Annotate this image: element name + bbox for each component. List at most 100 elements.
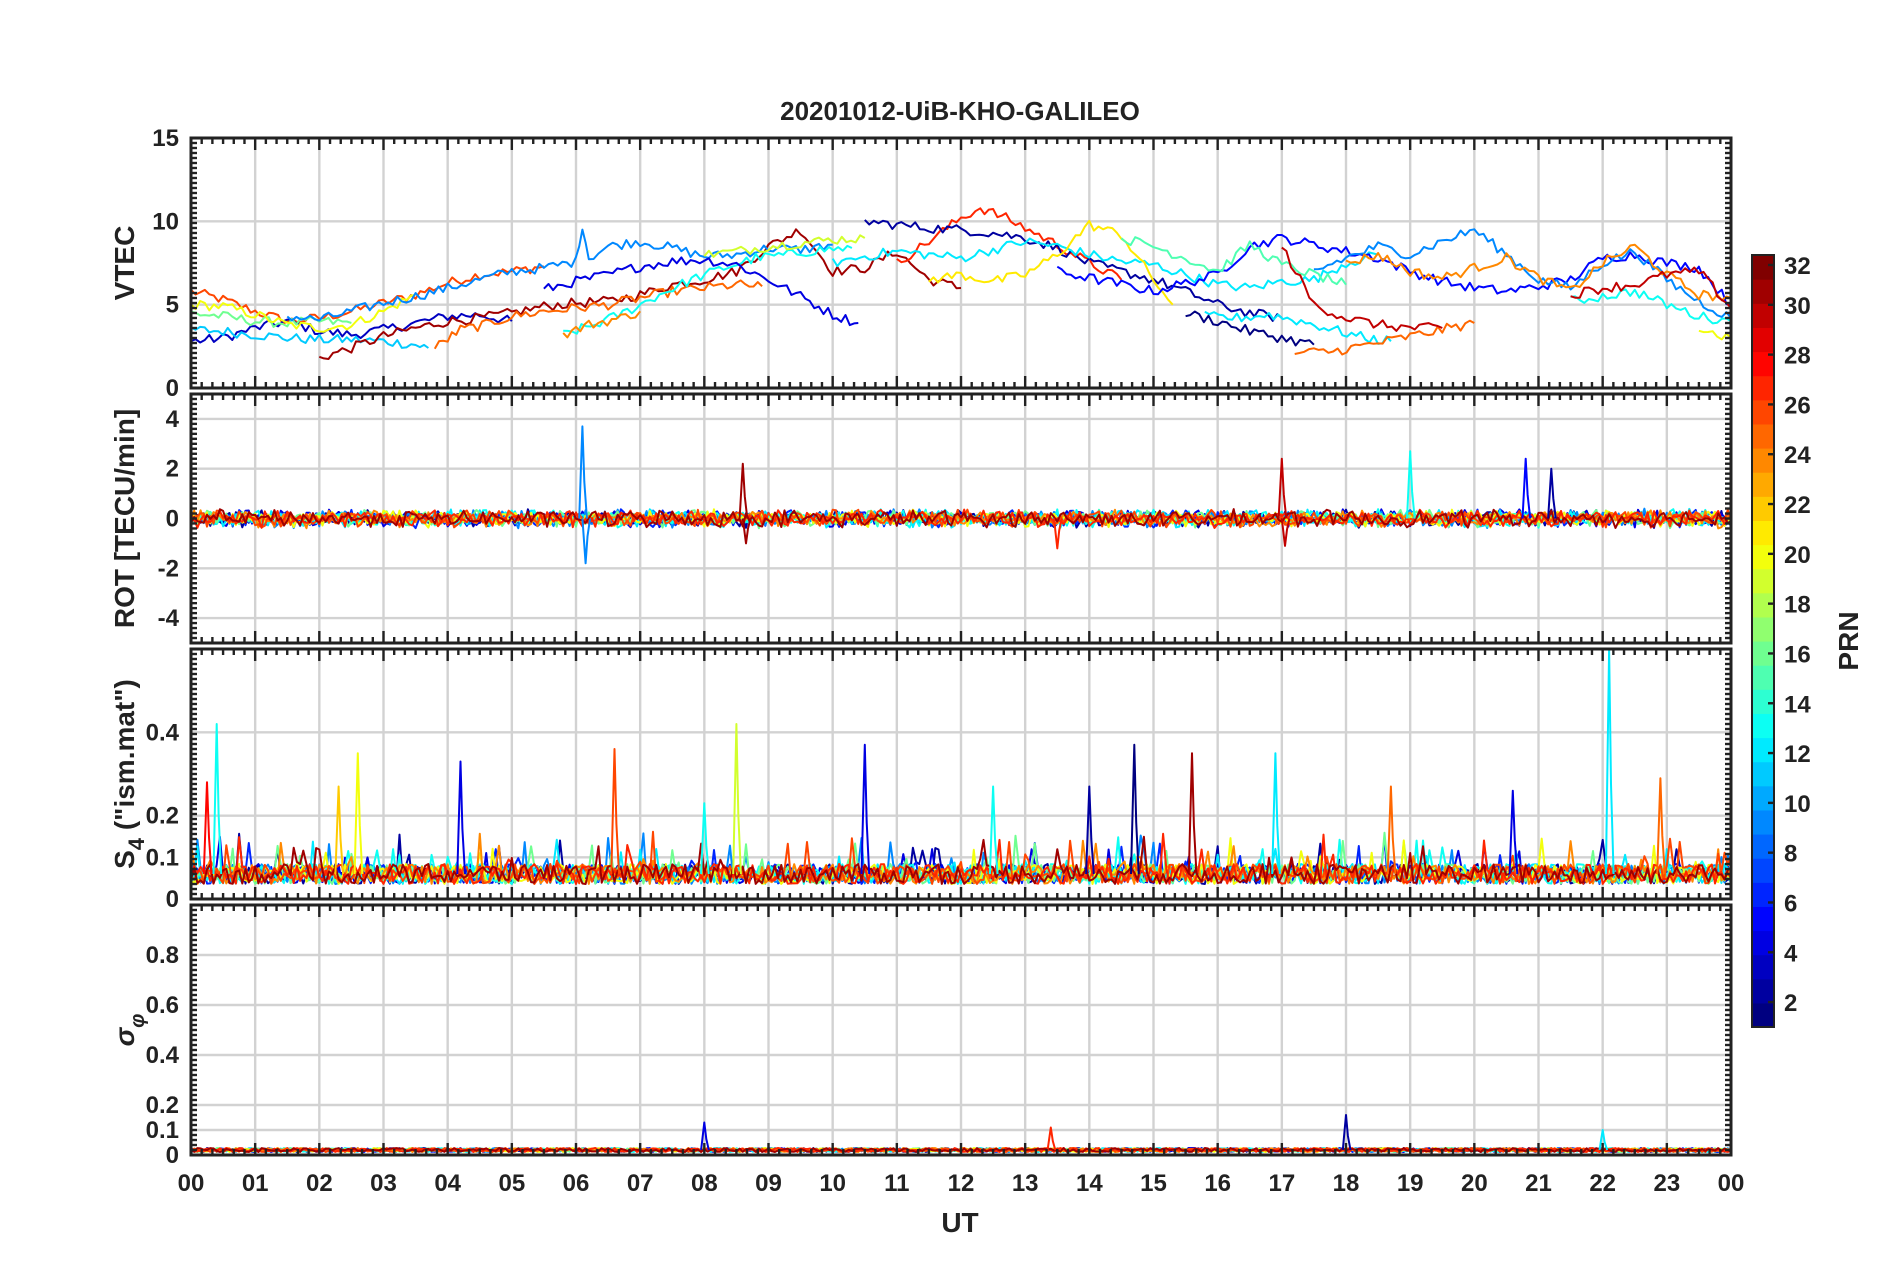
rot-series-prn-27: [191, 508, 1731, 529]
vtec-series-prn-25: [433, 279, 763, 350]
x-tick-label: 02: [306, 1170, 333, 1197]
x-tick-label: 19: [1397, 1170, 1424, 1197]
colorbar-tick-label: 26: [1784, 392, 1811, 419]
colorbar-swatch: [1752, 785, 1774, 811]
rot-spike: [1406, 450, 1416, 519]
sigma_phi-spike: [1598, 1129, 1609, 1151]
vtec-series-prn-30: [1570, 266, 1731, 309]
vtec-series-prn-4: [543, 256, 859, 327]
colorbar-swatch: [1752, 809, 1774, 835]
s4-spike: [1187, 752, 1198, 875]
colorbar-swatch: [1752, 448, 1774, 473]
colorbar-swatch: [1752, 375, 1774, 401]
colorbar-tick-label: 22: [1784, 492, 1811, 519]
s4-spike: [732, 723, 742, 875]
s4-spike: [1508, 789, 1519, 875]
colorbar-swatch: [1752, 834, 1774, 859]
vtec-series-prn-9: [1313, 228, 1731, 319]
vtec-series-prn-13: [563, 244, 853, 335]
series-group: [191, 649, 1731, 885]
y-axis-label-vtec: VTEC: [109, 226, 140, 301]
s4-spike: [700, 802, 710, 875]
y-tick-label: 0.4: [146, 1042, 180, 1069]
x-tick-label: 17: [1268, 1170, 1295, 1197]
x-tick-label: 06: [563, 1170, 590, 1197]
vtec-series-prn-27: [896, 207, 1123, 281]
colorbar-swatch: [1752, 544, 1774, 570]
colorbar-tick-label: 24: [1784, 442, 1811, 469]
colorbar-tick-label: 28: [1784, 343, 1811, 370]
y-tick-label: -4: [158, 605, 180, 632]
rot-series-prn-31: [191, 508, 1731, 529]
rot-spike: [1280, 518, 1291, 547]
vtec-series-prn-20: [191, 293, 416, 333]
colorbar-swatch: [1752, 592, 1774, 618]
colorbar-tick-label: 32: [1784, 253, 1811, 280]
s4-spike: [212, 723, 223, 875]
y-axis-label-sigma-phi: σφ: [109, 1014, 149, 1047]
colorbar-swatch: [1752, 761, 1774, 787]
x-tick-label: 20: [1461, 1170, 1488, 1197]
colorbar-label: PRN: [1833, 611, 1864, 670]
colorbar-tick-label: 10: [1784, 791, 1811, 818]
vtec-series-prn-31: [318, 228, 962, 360]
colorbar-swatch: [1752, 279, 1774, 304]
colorbar-tick-label: 18: [1784, 592, 1811, 619]
vtec-series-prn-12: [1204, 310, 1392, 345]
colorbar-swatch: [1752, 1002, 1774, 1028]
s4-spike: [1085, 785, 1095, 875]
x-tick-label: 05: [498, 1170, 525, 1197]
y-tick-label: 0.4: [146, 719, 180, 746]
x-tick-label: 13: [1012, 1170, 1039, 1197]
colorbar-tick-label: 2: [1784, 990, 1797, 1017]
colorbar-tick-label: 14: [1784, 691, 1811, 718]
s4-spike: [353, 752, 364, 875]
rot-series-prn-24: [191, 508, 1731, 530]
y-tick-label: 0.1: [146, 844, 179, 871]
y-tick-label: 10: [152, 208, 179, 235]
colorbar-swatch: [1752, 858, 1774, 883]
s4-spike: [1386, 785, 1397, 875]
s4-spike: [202, 781, 213, 875]
vtec-series-prn-21: [928, 219, 1174, 306]
x-tick-label: 08: [691, 1170, 718, 1197]
panel-rot: -4 -2 0 2 4 ROT [TECU/min]: [109, 392, 1733, 645]
y-tick-label: 0: [166, 506, 179, 533]
series-group: [191, 207, 1731, 360]
colorbar-tick-label: 16: [1784, 641, 1811, 668]
rot-spike: [1547, 467, 1557, 519]
y-tick-label: 0: [166, 375, 179, 402]
vtec-series-prn-13: [1570, 288, 1731, 325]
sigma_phi-spike: [1341, 1114, 1352, 1151]
colorbar-tick-label: 6: [1784, 890, 1797, 917]
y-axis-label-rot: ROT [TECU/min]: [109, 409, 140, 628]
s4-spike: [1604, 649, 1615, 875]
colorbar-swatch: [1752, 423, 1774, 449]
vtec-series-prn-20: [1698, 329, 1731, 341]
vtec-series-prn-30: [1281, 246, 1443, 332]
x-tick-label: 01: [242, 1170, 269, 1197]
colorbar-tick-label: 20: [1784, 542, 1811, 569]
colorbar-swatch: [1752, 520, 1774, 546]
rot-spike: [578, 425, 588, 519]
colorbar-swatch: [1752, 399, 1774, 425]
colorbar-swatch: [1752, 906, 1774, 932]
panel-vtec: 0 5 10 15 VTEC: [109, 125, 1733, 402]
colorbar-swatch: [1752, 616, 1774, 642]
x-tick-label: 03: [370, 1170, 397, 1197]
vtec-series-prn-24: [562, 310, 641, 339]
y-tick-label: 15: [152, 125, 179, 152]
y-tick-label: 0.6: [146, 992, 179, 1019]
x-tick-label: 00: [178, 1170, 205, 1197]
rot-spike: [738, 462, 749, 519]
x-tick-label: 21: [1525, 1170, 1552, 1197]
x-tick-label: 12: [948, 1170, 975, 1197]
series-group: [191, 425, 1731, 565]
y-tick-label: 0.1: [146, 1117, 179, 1144]
colorbar-tick-label: 4: [1784, 940, 1798, 967]
x-tick-label: 15: [1140, 1170, 1167, 1197]
colorbar-swatch: [1752, 930, 1774, 956]
x-tick-label: 18: [1333, 1170, 1360, 1197]
